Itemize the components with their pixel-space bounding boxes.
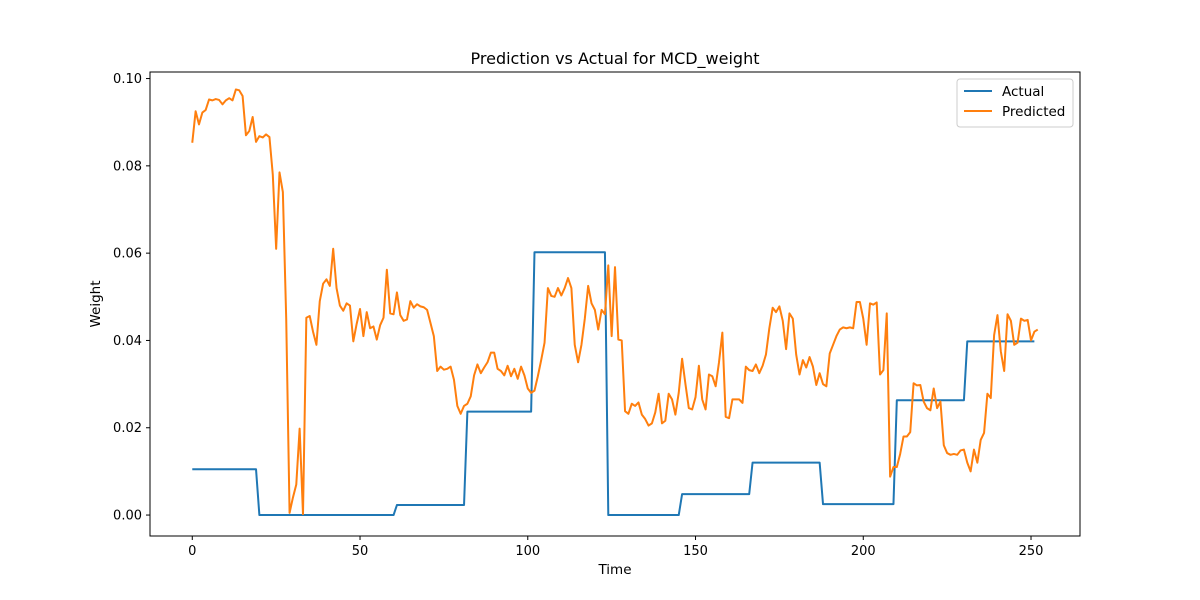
y-tick-label: 0.00 (113, 509, 142, 524)
series-line-predicted (191, 88, 1039, 516)
legend-label-predicted: Predicted (1002, 104, 1065, 120)
x-tick-label: 250 (1019, 544, 1044, 559)
x-axis: 0 50 100 150 200 250 (188, 536, 1043, 559)
x-axis-label: Time (597, 562, 631, 578)
y-tick-label: 0.08 (113, 159, 142, 174)
x-tick-label: 0 (188, 544, 196, 559)
series-line-actual (192, 251, 1035, 517)
x-tick-label: 50 (352, 544, 369, 559)
x-tick-label: 100 (515, 544, 540, 559)
y-tick-label: 0.10 (113, 72, 142, 87)
x-tick-label: 150 (683, 544, 708, 559)
y-tick-label: 0.06 (113, 247, 142, 262)
y-axis-label: Weight (88, 280, 104, 327)
plot-frame (149, 71, 1081, 537)
chart-title: Prediction vs Actual for MCD_weight (471, 49, 760, 69)
y-tick-label: 0.02 (113, 421, 142, 436)
legend: Actual Predicted (956, 78, 1074, 128)
y-tick-label: 0.04 (113, 334, 142, 349)
legend-label-actual: Actual (1002, 84, 1044, 100)
x-tick-label: 200 (851, 544, 876, 559)
series-layer (191, 88, 1039, 517)
y-axis: 0.00 0.02 0.04 0.06 0.08 0.10 (113, 72, 150, 524)
